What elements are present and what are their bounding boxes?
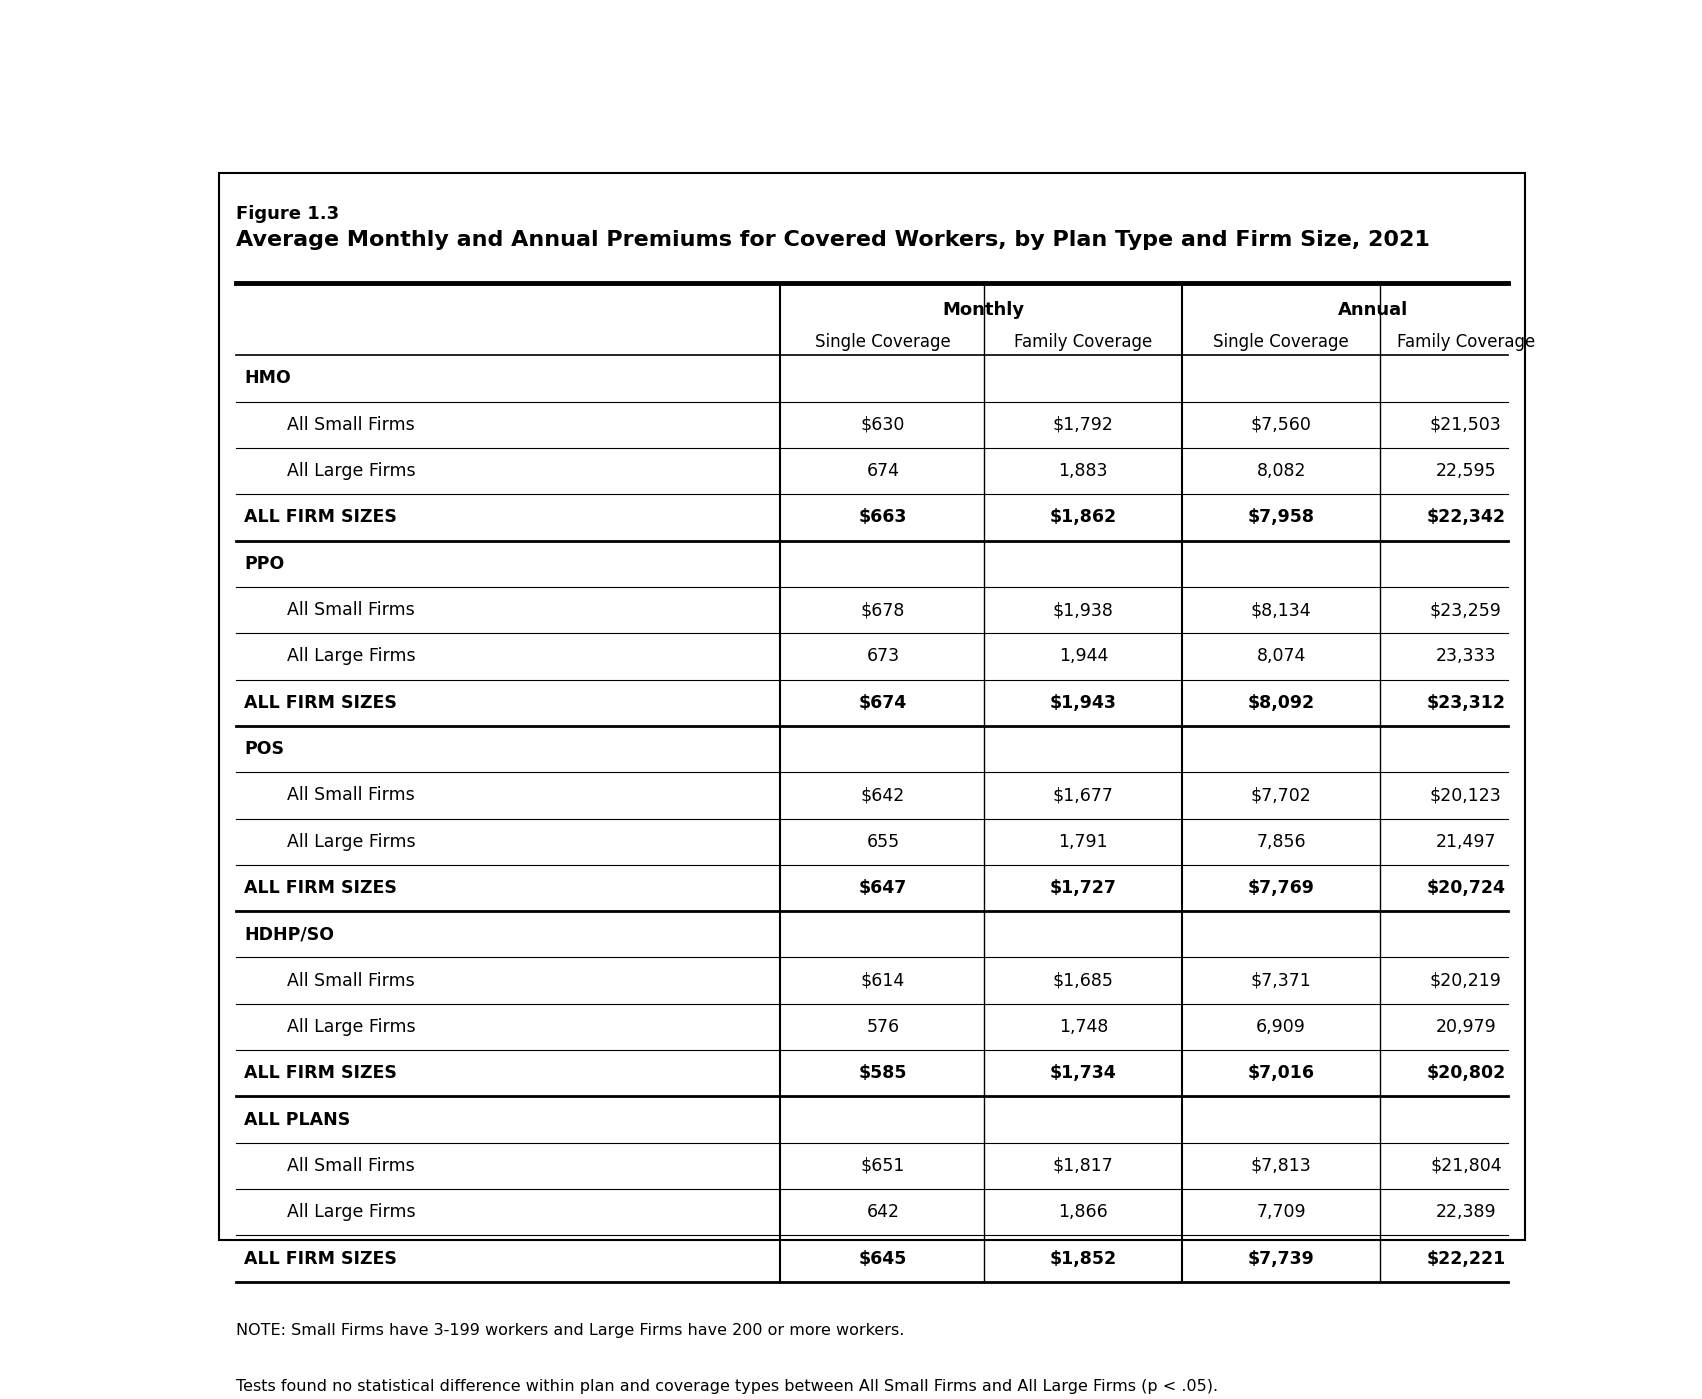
Text: $647: $647 (860, 879, 907, 897)
Text: $22,342: $22,342 (1426, 508, 1505, 526)
Text: All Large Firms: All Large Firms (286, 1203, 415, 1221)
Text: $585: $585 (858, 1065, 907, 1083)
Text: ALL FIRM SIZES: ALL FIRM SIZES (245, 1065, 397, 1083)
Text: $645: $645 (858, 1249, 907, 1267)
Text: 23,333: 23,333 (1435, 648, 1496, 666)
Text: $7,739: $7,739 (1248, 1249, 1314, 1267)
Text: $642: $642 (861, 786, 905, 804)
Text: HMO: HMO (245, 369, 291, 388)
Text: ALL FIRM SIZES: ALL FIRM SIZES (245, 508, 397, 526)
Text: HDHP/SO: HDHP/SO (245, 925, 334, 943)
Text: 8,074: 8,074 (1256, 648, 1305, 666)
Text: $23,312: $23,312 (1426, 694, 1505, 712)
Text: $7,016: $7,016 (1248, 1065, 1314, 1083)
Text: 1,944: 1,944 (1059, 648, 1108, 666)
Text: $23,259: $23,259 (1430, 602, 1501, 620)
Text: Family Coverage: Family Coverage (1397, 333, 1535, 351)
Text: 21,497: 21,497 (1435, 832, 1496, 851)
Text: Monthly: Monthly (941, 301, 1025, 319)
Text: $7,813: $7,813 (1251, 1157, 1312, 1175)
Text: All Large Firms: All Large Firms (286, 1018, 415, 1037)
Text: All Large Firms: All Large Firms (286, 648, 415, 666)
Text: $20,724: $20,724 (1426, 879, 1505, 897)
Text: $20,219: $20,219 (1430, 972, 1501, 989)
Text: ALL PLANS: ALL PLANS (245, 1111, 351, 1129)
Text: ALL FIRM SIZES: ALL FIRM SIZES (245, 694, 397, 712)
Text: All Small Firms: All Small Firms (286, 416, 414, 434)
Text: All Large Firms: All Large Firms (286, 832, 415, 851)
Text: 1,748: 1,748 (1059, 1018, 1108, 1037)
Text: $1,862: $1,862 (1050, 508, 1117, 526)
Text: 642: 642 (866, 1203, 899, 1221)
Text: All Small Firms: All Small Firms (286, 786, 414, 804)
Text: 20,979: 20,979 (1435, 1018, 1496, 1037)
Text: $678: $678 (861, 602, 905, 620)
Text: $7,769: $7,769 (1248, 879, 1314, 897)
Text: 655: 655 (866, 832, 899, 851)
Text: $614: $614 (861, 972, 905, 989)
Text: $21,503: $21,503 (1430, 416, 1501, 434)
Text: 22,389: 22,389 (1435, 1203, 1496, 1221)
Text: 576: 576 (866, 1018, 899, 1037)
Text: 7,856: 7,856 (1256, 832, 1305, 851)
Text: $651: $651 (861, 1157, 905, 1175)
Text: $1,817: $1,817 (1054, 1157, 1113, 1175)
Text: All Small Firms: All Small Firms (286, 1157, 414, 1175)
Text: Single Coverage: Single Coverage (815, 333, 951, 351)
Text: ALL FIRM SIZES: ALL FIRM SIZES (245, 1249, 397, 1267)
Text: All Small Firms: All Small Firms (286, 972, 414, 989)
Text: $674: $674 (860, 694, 907, 712)
Text: Figure 1.3: Figure 1.3 (237, 204, 340, 222)
Text: $1,938: $1,938 (1054, 602, 1113, 620)
Text: $20,123: $20,123 (1430, 786, 1501, 804)
Text: $1,792: $1,792 (1054, 416, 1113, 434)
Text: 22,595: 22,595 (1435, 462, 1496, 480)
Text: $1,852: $1,852 (1050, 1249, 1117, 1267)
Text: All Small Firms: All Small Firms (286, 602, 414, 620)
Text: $7,371: $7,371 (1251, 972, 1312, 989)
Text: 1,866: 1,866 (1059, 1203, 1108, 1221)
Text: PPO: PPO (245, 555, 284, 572)
Text: $1,685: $1,685 (1054, 972, 1113, 989)
Text: $1,734: $1,734 (1050, 1065, 1117, 1083)
Text: Tests found no statistical difference within plan and coverage types between All: Tests found no statistical difference wi… (237, 1378, 1219, 1393)
Text: 8,082: 8,082 (1256, 462, 1305, 480)
Text: $21,804: $21,804 (1430, 1157, 1501, 1175)
Text: 674: 674 (866, 462, 899, 480)
Text: 1,883: 1,883 (1059, 462, 1108, 480)
Text: 1,791: 1,791 (1059, 832, 1108, 851)
Text: POS: POS (245, 740, 284, 758)
Text: Annual: Annual (1338, 301, 1409, 319)
Text: 7,709: 7,709 (1256, 1203, 1305, 1221)
Text: All Large Firms: All Large Firms (286, 462, 415, 480)
Text: $20,802: $20,802 (1426, 1065, 1506, 1083)
Text: $7,958: $7,958 (1248, 508, 1314, 526)
Text: $22,221: $22,221 (1426, 1249, 1506, 1267)
Text: $7,702: $7,702 (1251, 786, 1312, 804)
Text: $663: $663 (858, 508, 907, 526)
Text: $7,560: $7,560 (1251, 416, 1312, 434)
Text: $630: $630 (861, 416, 905, 434)
Text: Single Coverage: Single Coverage (1214, 333, 1350, 351)
Text: $1,943: $1,943 (1050, 694, 1117, 712)
Text: $8,092: $8,092 (1248, 694, 1314, 712)
Text: 6,909: 6,909 (1256, 1018, 1305, 1037)
Text: $8,134: $8,134 (1251, 602, 1312, 620)
Text: Family Coverage: Family Coverage (1014, 333, 1152, 351)
Text: $1,727: $1,727 (1050, 879, 1117, 897)
Text: 673: 673 (866, 648, 899, 666)
Text: ALL FIRM SIZES: ALL FIRM SIZES (245, 879, 397, 897)
Text: Average Monthly and Annual Premiums for Covered Workers, by Plan Type and Firm S: Average Monthly and Annual Premiums for … (237, 231, 1430, 250)
Text: NOTE: Small Firms have 3-199 workers and Large Firms have 200 or more workers.: NOTE: Small Firms have 3-199 workers and… (237, 1322, 905, 1337)
Text: $1,677: $1,677 (1054, 786, 1113, 804)
